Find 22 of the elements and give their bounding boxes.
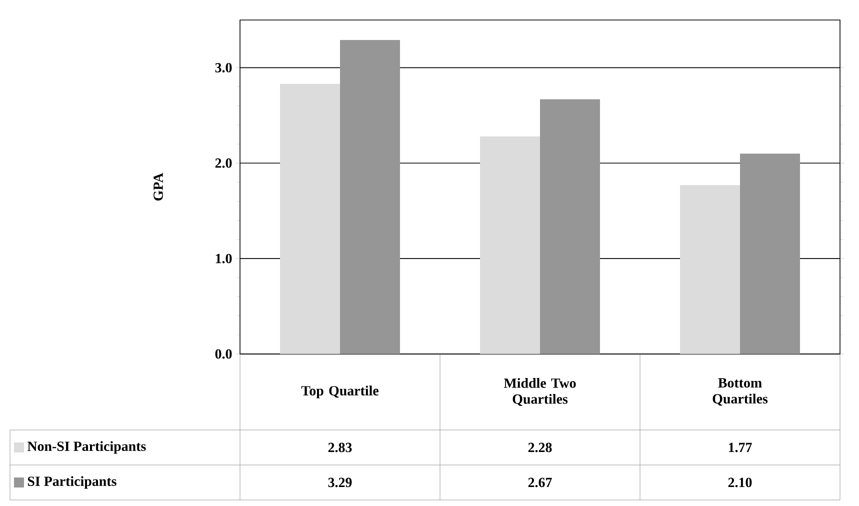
data-label: 3.29 [328, 478, 352, 488]
y-tick-label: 3.0 [215, 62, 232, 72]
bar [740, 154, 800, 354]
y-tick-label: 0.0 [215, 349, 232, 359]
x-tick-label: Top Quartile [301, 386, 379, 398]
bar [340, 40, 400, 354]
y-tick-label: 2.0 [215, 158, 232, 168]
y-tick-label: 1.0 [216, 254, 232, 264]
bar [680, 185, 740, 354]
data-label: 2.83 [328, 442, 352, 452]
data-label: 2.28 [528, 442, 552, 452]
data-label: 1.77 [728, 442, 752, 452]
bar [280, 84, 340, 354]
x-tick-label: Bottom Quartiles [712, 378, 768, 406]
y-axis-title: GPA [154, 172, 163, 200]
legend-label: SI Participants [28, 476, 116, 489]
x-tick-label: Middle Two Quartiles [504, 378, 576, 406]
legend-label: Non-SI Participants [27, 441, 146, 454]
bar [540, 99, 600, 354]
data-label: 2.10 [728, 478, 752, 488]
bar [480, 136, 540, 354]
data-label: 2.67 [528, 478, 552, 488]
